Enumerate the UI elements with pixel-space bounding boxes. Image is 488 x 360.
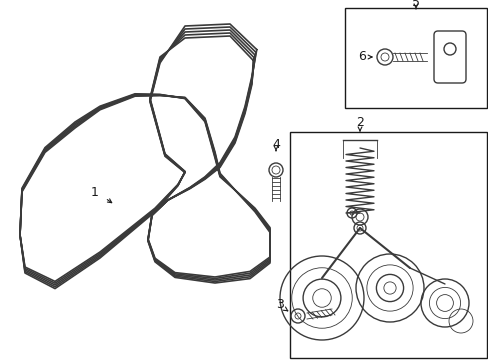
Text: 5: 5 [411, 0, 419, 9]
Bar [289, 132, 486, 358]
Text: 3: 3 [276, 298, 284, 311]
Bar [345, 8, 486, 108]
Text: 6: 6 [357, 50, 365, 63]
Text: 2: 2 [355, 116, 363, 129]
Text: 4: 4 [271, 139, 279, 152]
Text: 1: 1 [91, 185, 99, 198]
